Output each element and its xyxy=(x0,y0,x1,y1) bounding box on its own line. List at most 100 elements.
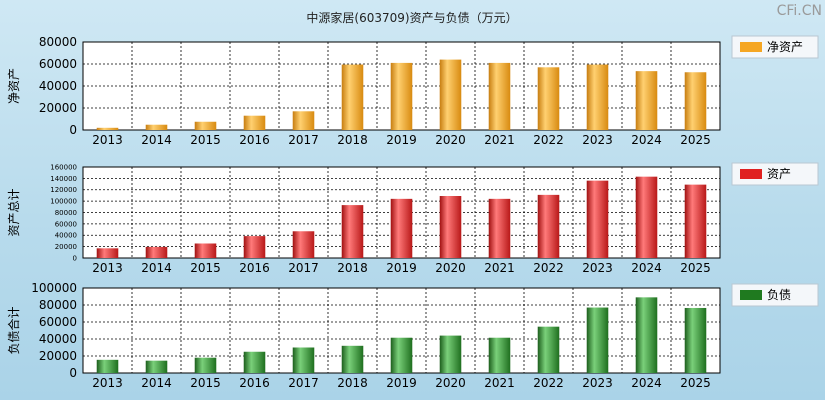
x-tick-label: 2018 xyxy=(337,261,368,275)
x-tick-label: 2022 xyxy=(533,376,564,390)
chart-panel-3: 0 20000 40000 60000 80000 100000 2013 2014 2015 2… xyxy=(6,281,819,390)
x-tick-label: 2014 xyxy=(141,261,172,275)
bar-2021 xyxy=(488,337,511,373)
x-tick-label: 2024 xyxy=(631,376,662,390)
bar-2020 xyxy=(439,196,462,258)
bar-2022 xyxy=(537,326,560,373)
y-tick-label: 60000 xyxy=(39,57,77,71)
bar-2015 xyxy=(194,243,217,258)
x-tick-label: 2019 xyxy=(386,133,417,147)
bar-2013 xyxy=(96,248,119,258)
bar-2014 xyxy=(145,246,168,258)
x-tick-label: 2021 xyxy=(484,133,515,147)
y-tick-label: 80000 xyxy=(39,298,77,312)
y-tick-label: 160000 xyxy=(50,163,77,171)
legend: 资产 xyxy=(731,162,819,186)
bar-2024 xyxy=(635,176,658,258)
bar-2025 xyxy=(684,72,707,130)
x-tick-label: 2020 xyxy=(435,376,466,390)
legend-swatch xyxy=(740,290,762,300)
y-tick-label: 80000 xyxy=(55,209,77,217)
y-axis-label: 净资产 xyxy=(7,68,21,104)
bar-2024 xyxy=(635,71,658,130)
x-tick-label: 2023 xyxy=(582,261,613,275)
y-tick-label: 60000 xyxy=(39,315,77,329)
x-tick-label: 2022 xyxy=(533,261,564,275)
bar-2021 xyxy=(488,198,511,258)
bar-2025 xyxy=(684,307,707,373)
bar-2013 xyxy=(96,127,119,130)
chart-panel-2: 0 20000 40000 60000 80000 100000 120000 140000 1… xyxy=(7,162,819,275)
y-tick-label: 100000 xyxy=(31,281,77,295)
y-axis-label: 资产总计 xyxy=(7,188,21,236)
bar-2015 xyxy=(194,357,217,373)
y-tick-label: 0 xyxy=(69,123,77,137)
bar-2017 xyxy=(292,111,315,130)
x-tick-label: 2013 xyxy=(92,133,123,147)
watermark-text: CFi.CN xyxy=(777,3,822,19)
x-tick-label: 2023 xyxy=(582,376,613,390)
legend-label: 负债 xyxy=(767,288,791,302)
x-tick-label: 2015 xyxy=(190,376,221,390)
y-axis-label: 负债合计 xyxy=(6,306,21,354)
y-tick-label: 20000 xyxy=(39,349,77,363)
x-tick-label: 2025 xyxy=(680,376,711,390)
x-tick-label: 2025 xyxy=(680,261,711,275)
x-tick-label: 2016 xyxy=(239,376,270,390)
x-tick-label: 2023 xyxy=(582,133,613,147)
x-tick-label: 2017 xyxy=(288,376,319,390)
x-tick-label: 2014 xyxy=(141,376,172,390)
bar-2019 xyxy=(390,337,413,373)
x-tick-label: 2019 xyxy=(386,261,417,275)
bar-2016 xyxy=(243,236,266,258)
y-tick-label: 0 xyxy=(73,254,77,262)
x-tick-label: 2020 xyxy=(435,133,466,147)
y-tick-label: 60000 xyxy=(55,220,77,228)
bar-2019 xyxy=(390,198,413,258)
legend: 负债 xyxy=(731,283,819,307)
x-tick-label: 2016 xyxy=(239,133,270,147)
y-tick-label: 20000 xyxy=(39,101,77,115)
bar-2025 xyxy=(684,184,707,258)
legend-box xyxy=(731,283,819,307)
bar-2016 xyxy=(243,115,266,130)
bar-2023 xyxy=(586,180,609,258)
bar-2024 xyxy=(635,297,658,373)
y-tick-label: 40000 xyxy=(39,79,77,93)
y-tick-label: 40000 xyxy=(39,332,77,346)
y-tick-label: 140000 xyxy=(50,175,77,183)
bar-2014 xyxy=(145,124,168,130)
legend-box xyxy=(731,162,819,186)
x-tick-label: 2018 xyxy=(337,133,368,147)
x-tick-label: 2024 xyxy=(631,133,662,147)
x-tick-label: 2022 xyxy=(533,133,564,147)
y-tick-label: 40000 xyxy=(55,232,77,240)
y-tick-label: 0 xyxy=(69,366,77,380)
x-tick-label: 2025 xyxy=(680,133,711,147)
x-tick-label: 2019 xyxy=(386,376,417,390)
x-tick-label: 2013 xyxy=(92,376,123,390)
legend-swatch xyxy=(740,42,762,52)
x-tick-label: 2015 xyxy=(190,133,221,147)
legend-label: 资产 xyxy=(767,167,791,181)
bar-2022 xyxy=(537,194,560,258)
x-tick-label: 2015 xyxy=(190,261,221,275)
bar-2023 xyxy=(586,307,609,373)
bar-2017 xyxy=(292,347,315,373)
bar-2017 xyxy=(292,231,315,258)
x-tick-label: 2013 xyxy=(92,261,123,275)
bar-2014 xyxy=(145,360,168,373)
legend-swatch xyxy=(740,169,762,179)
bar-2018 xyxy=(341,64,364,130)
x-tick-label: 2020 xyxy=(435,261,466,275)
y-tick-label: 80000 xyxy=(39,35,77,49)
bar-2018 xyxy=(341,205,364,258)
bar-2020 xyxy=(439,335,462,373)
x-tick-label: 2024 xyxy=(631,261,662,275)
x-tick-label: 2017 xyxy=(288,261,319,275)
chart-panel-1: 0 20000 40000 60000 80000 2013 2014 2015 2016 201… xyxy=(7,35,819,147)
bar-2023 xyxy=(586,64,609,130)
bar-2020 xyxy=(439,59,462,130)
